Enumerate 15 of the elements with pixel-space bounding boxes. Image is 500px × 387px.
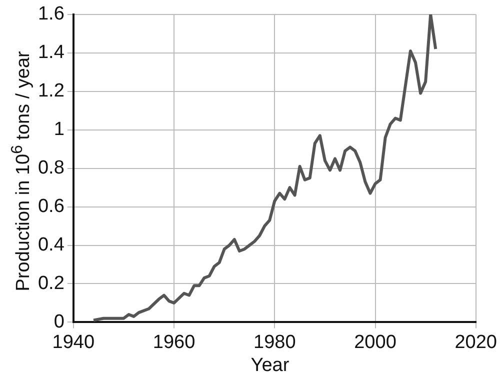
- y-tick-label: 0.8: [38, 158, 64, 179]
- y-tick-label: 1.6: [38, 4, 64, 25]
- y-tick-label: 0.6: [38, 196, 64, 218]
- y-tick-label: 0.4: [38, 234, 65, 256]
- x-tick-label: 1980: [254, 332, 296, 353]
- y-tick-label: 1.2: [38, 80, 64, 102]
- y-tick-label: 0: [54, 311, 64, 332]
- y-tick-label: 1: [54, 119, 64, 140]
- x-tick-label: 1940: [52, 332, 95, 353]
- x-tick-label: 2020: [454, 332, 498, 353]
- y-tick-label: 1.4: [38, 42, 65, 64]
- x-tick-label: 1960: [152, 332, 196, 353]
- y-tick-label: 0.2: [38, 272, 64, 294]
- x-tick-label: 2000: [354, 332, 396, 353]
- x-axis-title: Year: [250, 355, 290, 377]
